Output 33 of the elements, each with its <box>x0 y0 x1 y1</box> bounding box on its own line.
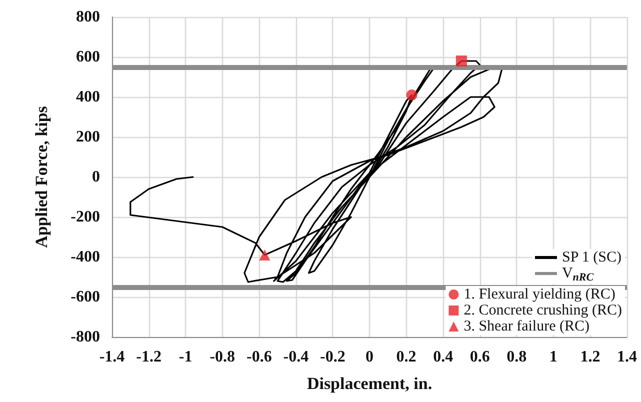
x-tick-label: 1 <box>549 348 558 366</box>
y-tick-label: 0 <box>92 168 100 186</box>
x-tick-label: -0.4 <box>283 348 309 366</box>
y-tick-label: 800 <box>76 8 100 26</box>
x-tick-label: 1.4 <box>617 348 637 366</box>
y-tick-label: -600 <box>70 288 100 306</box>
point <box>406 90 418 100</box>
y-tick-label: -800 <box>70 328 100 346</box>
x-tick-label: 0 <box>366 348 374 366</box>
legend-label: 1. Flexural yielding (RC) <box>464 286 616 302</box>
x-tick-label: -1.4 <box>99 348 125 366</box>
y-tick-label: -200 <box>70 208 100 226</box>
legend-label: SP 1 (SC) <box>562 250 622 266</box>
y-tick-label: 200 <box>76 128 100 146</box>
legend-label: 2. Concrete crushing (RC) <box>464 302 622 318</box>
legend-label: 3. Shear failure (RC) <box>464 318 590 334</box>
y-tick-label: 400 <box>76 88 100 106</box>
x-tick-label: 0.2 <box>396 348 416 366</box>
x-tick-label: -0.6 <box>246 348 272 366</box>
x-tick-label: -1 <box>178 348 192 366</box>
x-tick-label: 0.8 <box>506 348 527 366</box>
x-tick-label: 0.6 <box>470 348 490 366</box>
y-axis-title: Applied Force, kips <box>32 106 51 248</box>
point <box>259 250 270 260</box>
point <box>456 56 467 66</box>
x-tick-label: -0.2 <box>320 348 346 366</box>
y-tick-label: 600 <box>76 48 100 66</box>
y-tick-label: -400 <box>70 248 100 266</box>
x-tick-label: -1.2 <box>136 348 162 366</box>
x-tick-label: -0.8 <box>210 348 236 366</box>
x-tick-label: 0.4 <box>433 348 454 366</box>
x-tick-label: 1.2 <box>580 348 600 366</box>
x-axis-title: Displacement, in. <box>306 374 432 393</box>
